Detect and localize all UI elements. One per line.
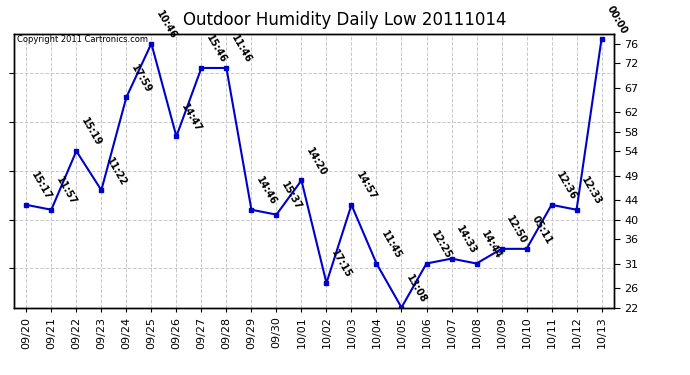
Text: 11:22: 11:22 bbox=[104, 156, 128, 188]
Text: 14:20: 14:20 bbox=[304, 146, 328, 178]
Text: 13:08: 13:08 bbox=[404, 273, 428, 305]
Text: 05:11: 05:11 bbox=[529, 214, 553, 246]
Text: 12:50: 12:50 bbox=[504, 214, 529, 246]
Text: 14:47: 14:47 bbox=[179, 102, 204, 134]
Text: 10:46: 10:46 bbox=[154, 9, 178, 41]
Text: 14:33: 14:33 bbox=[454, 224, 478, 256]
Text: 00:00: 00:00 bbox=[604, 4, 629, 36]
Text: 17:59: 17:59 bbox=[129, 63, 153, 94]
Text: 11:46: 11:46 bbox=[229, 33, 253, 65]
Text: 12:33: 12:33 bbox=[580, 175, 604, 207]
Text: 15:46: 15:46 bbox=[204, 33, 228, 65]
Text: 12:25: 12:25 bbox=[429, 229, 453, 261]
Text: 14:46: 14:46 bbox=[254, 175, 278, 207]
Text: Copyright 2011 Cartronics.com: Copyright 2011 Cartronics.com bbox=[17, 35, 148, 44]
Text: 15:19: 15:19 bbox=[79, 117, 104, 148]
Text: Outdoor Humidity Daily Low 20111014: Outdoor Humidity Daily Low 20111014 bbox=[184, 11, 506, 29]
Text: 14:44: 14:44 bbox=[480, 229, 504, 261]
Text: 15:17: 15:17 bbox=[29, 170, 53, 202]
Text: 15:37: 15:37 bbox=[279, 180, 304, 212]
Text: 11:45: 11:45 bbox=[380, 229, 404, 261]
Text: 12:36: 12:36 bbox=[554, 170, 578, 202]
Text: 11:57: 11:57 bbox=[54, 175, 78, 207]
Text: 14:57: 14:57 bbox=[354, 170, 378, 202]
Text: 17:15: 17:15 bbox=[329, 248, 353, 280]
